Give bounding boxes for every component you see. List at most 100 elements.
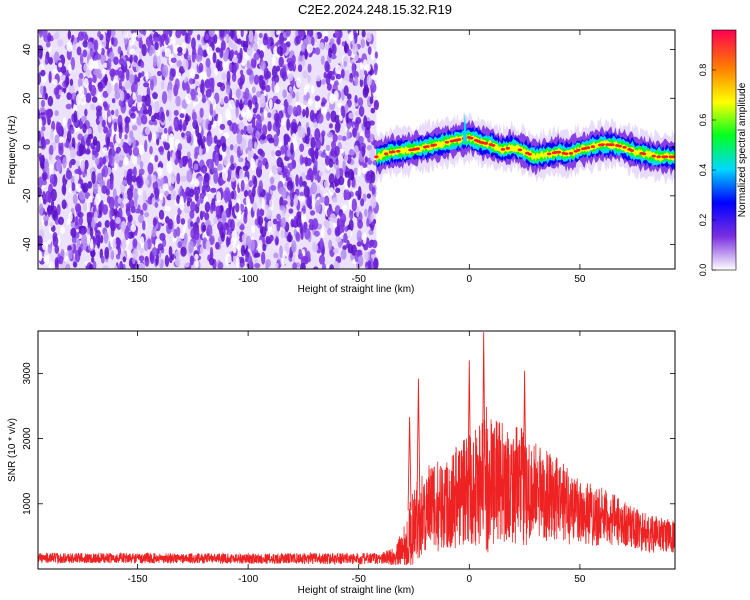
noise-cell — [265, 204, 270, 211]
noise-cell — [201, 93, 206, 104]
noise-cell — [158, 209, 165, 220]
noise-cell — [323, 180, 329, 188]
noise-cell — [81, 227, 85, 236]
noise-cell — [151, 247, 158, 257]
noise-cell — [68, 211, 73, 223]
noise-cell — [328, 187, 335, 196]
noise-cell — [151, 174, 157, 183]
noise-cell — [307, 63, 312, 73]
noise-cell — [235, 99, 239, 108]
noise-cell — [285, 41, 291, 48]
noise-cell — [69, 78, 74, 87]
noise-cell — [232, 245, 237, 254]
noise-cell — [204, 201, 211, 213]
noise-cell — [161, 91, 168, 104]
noise-cell — [108, 124, 112, 138]
noise-cell — [107, 116, 112, 123]
noise-cell — [167, 218, 173, 230]
noise-cell — [326, 132, 333, 138]
noise-cell — [82, 40, 88, 48]
noise-cell — [292, 106, 298, 117]
noise-cell — [275, 99, 281, 105]
noise-cell — [92, 136, 98, 147]
noise-cell — [230, 163, 235, 171]
noise-cell — [330, 54, 337, 60]
noise-cell — [353, 30, 357, 37]
noise-cell — [335, 158, 339, 166]
noise-cell — [98, 115, 104, 123]
colorbar-tick-label: 0.8 — [698, 64, 708, 77]
noise-cell — [83, 63, 87, 72]
noise-cell — [320, 151, 327, 158]
noise-cell — [274, 74, 280, 83]
noise-cell — [218, 153, 223, 161]
x-tick-label: 50 — [574, 274, 586, 285]
noise-cell — [357, 167, 362, 177]
noise-cell — [213, 170, 219, 184]
noise-cell — [335, 167, 340, 180]
noise-cell — [74, 203, 82, 213]
noise-cell — [307, 167, 313, 180]
noise-cell — [251, 225, 256, 234]
noise-cell — [187, 151, 191, 160]
spectrogram-panel: -150 -100 -50 0 50 40 20 0 -20 -40 Height of str… — [7, 29, 676, 295]
signal-peak-cell — [563, 152, 569, 156]
noise-cell — [246, 111, 253, 122]
colorbar-tick-label: 0.4 — [698, 164, 708, 177]
noise-cell — [302, 256, 309, 264]
noise-cell — [98, 44, 102, 55]
noise-cell — [313, 230, 320, 237]
noise-cell — [366, 218, 370, 228]
noise-cell — [258, 76, 264, 89]
noise-cell — [209, 103, 214, 116]
noise-cell — [83, 34, 89, 42]
noise-cell — [195, 227, 200, 236]
noise-cell — [341, 41, 346, 47]
noise-cell — [212, 51, 217, 64]
noise-cell — [263, 67, 270, 80]
noise-cell — [318, 254, 325, 265]
noise-cell — [226, 190, 231, 198]
noise-cell — [117, 46, 122, 55]
noise-cell — [44, 92, 49, 101]
noise-cell — [176, 213, 181, 225]
noise-cell — [65, 263, 71, 269]
noise-cell — [322, 30, 329, 37]
noise-cell — [371, 186, 376, 195]
noise-cell — [154, 155, 159, 163]
noise-cell — [87, 127, 92, 135]
noise-cell — [113, 121, 118, 132]
noise-cell — [217, 261, 224, 269]
noise-cell — [156, 70, 162, 77]
noise-cell — [186, 85, 191, 94]
noise-cell — [327, 227, 332, 236]
noise-cell — [147, 162, 154, 175]
noise-cell — [321, 107, 328, 115]
noise-cell — [252, 42, 259, 51]
noise-cell — [65, 75, 70, 86]
noise-cell — [364, 156, 369, 163]
signal-peak-cell — [527, 152, 532, 156]
noise-cell — [192, 111, 197, 122]
noise-cell — [312, 218, 319, 230]
signal-peak-cell — [600, 143, 605, 147]
noise-cell — [182, 225, 186, 234]
noise-cell — [228, 99, 235, 110]
noise-cell — [132, 154, 138, 165]
noise-cell — [199, 107, 204, 119]
noise-cell — [131, 106, 137, 112]
noise-cell — [364, 208, 368, 217]
y-tick-label: -40 — [22, 237, 33, 252]
noise-cell — [124, 192, 128, 199]
noise-cell — [74, 215, 79, 226]
noise-cell — [269, 199, 273, 208]
noise-cell — [73, 103, 78, 114]
colorbar-gradient — [712, 30, 736, 270]
noise-cell — [267, 121, 272, 132]
noise-cell — [205, 88, 212, 98]
noise-cell — [193, 133, 198, 147]
noise-cell — [220, 232, 225, 242]
noise-cell — [222, 58, 229, 71]
noise-cell — [182, 155, 189, 165]
noise-cell — [222, 223, 228, 231]
